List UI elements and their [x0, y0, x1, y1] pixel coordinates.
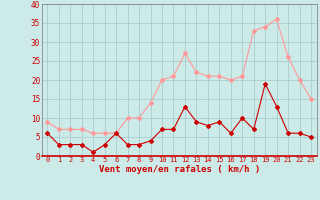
- X-axis label: Vent moyen/en rafales ( km/h ): Vent moyen/en rafales ( km/h ): [99, 165, 260, 174]
